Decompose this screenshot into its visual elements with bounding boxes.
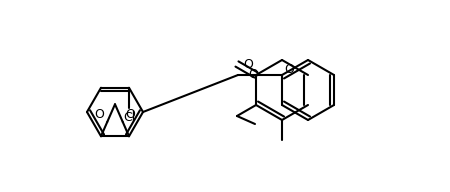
Text: O: O <box>126 108 135 121</box>
Text: O: O <box>248 69 258 81</box>
Text: O: O <box>284 63 294 76</box>
Text: O: O <box>243 57 253 70</box>
Text: Cl: Cl <box>123 111 135 124</box>
Text: O: O <box>94 108 104 121</box>
